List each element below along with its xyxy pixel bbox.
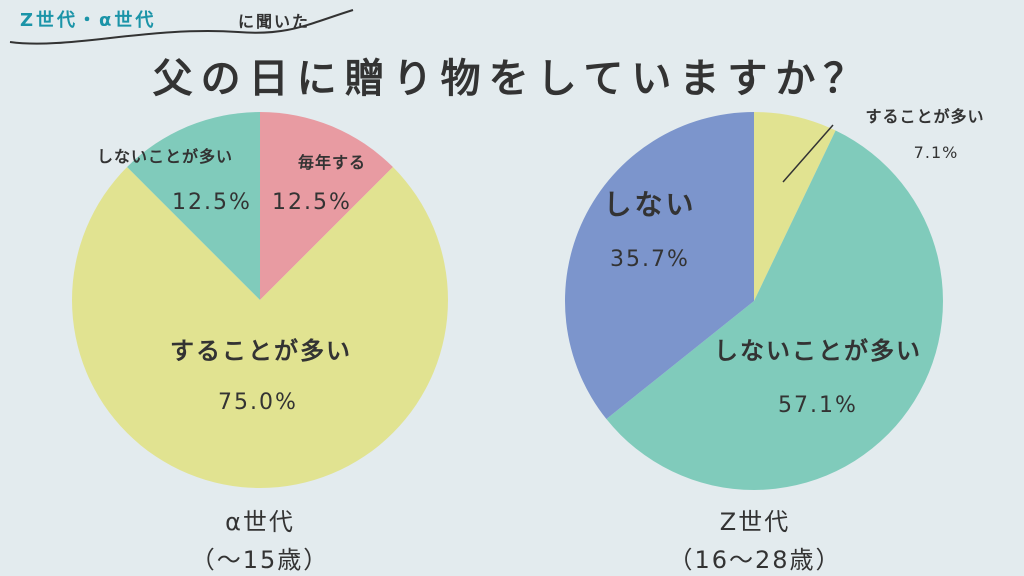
subtitle-underline-swoosh (9, 9, 354, 45)
pie-slice-alpha-often-not (127, 112, 260, 300)
subtitle: Z世代・α世代 に聞いた (8, 2, 368, 52)
pie-slice-z-not (564, 112, 754, 420)
subtitle-generation-text: Z世代・α世代 (20, 10, 157, 31)
pie-slice-z-often (754, 112, 836, 301)
subtitle-suffix-text: に聞いた (238, 12, 311, 31)
group-range-z: （16〜28歳） (668, 546, 842, 574)
pie-label-alpha-often-not: しないことが多い (97, 147, 233, 166)
group-label-alpha: α世代 (225, 508, 295, 536)
pie-label-alpha-every-year: 毎年する (298, 153, 366, 172)
group-range-alpha: （〜15歳） (190, 546, 330, 574)
group-label-z: Z世代 (719, 508, 791, 536)
pie-value-alpha-every-year: 12.5% (272, 190, 352, 215)
callout-leader-line (782, 124, 834, 183)
pie-value-alpha-often-not: 12.5% (172, 190, 252, 215)
page-title: 父の日に贈り物をしていますか？ (152, 56, 872, 102)
pie-slice-alpha-every-year (260, 112, 393, 300)
pie-label-alpha-often: することが多い (170, 337, 352, 365)
pie-slice-z-often-not (606, 130, 943, 490)
pie-label-z-often: することが多い (865, 107, 984, 126)
pie-label-z-often-not: しないことが多い (714, 337, 922, 365)
pie-value-alpha-often: 75.0% (218, 390, 298, 415)
pie-value-z-often: 7.1% (914, 143, 959, 162)
pie-label-z-not: しない (603, 188, 696, 221)
pie-value-z-not: 35.7% (610, 247, 690, 272)
pie-slice-alpha-often (71, 167, 448, 488)
pie-value-z-often-not: 57.1% (778, 393, 858, 418)
